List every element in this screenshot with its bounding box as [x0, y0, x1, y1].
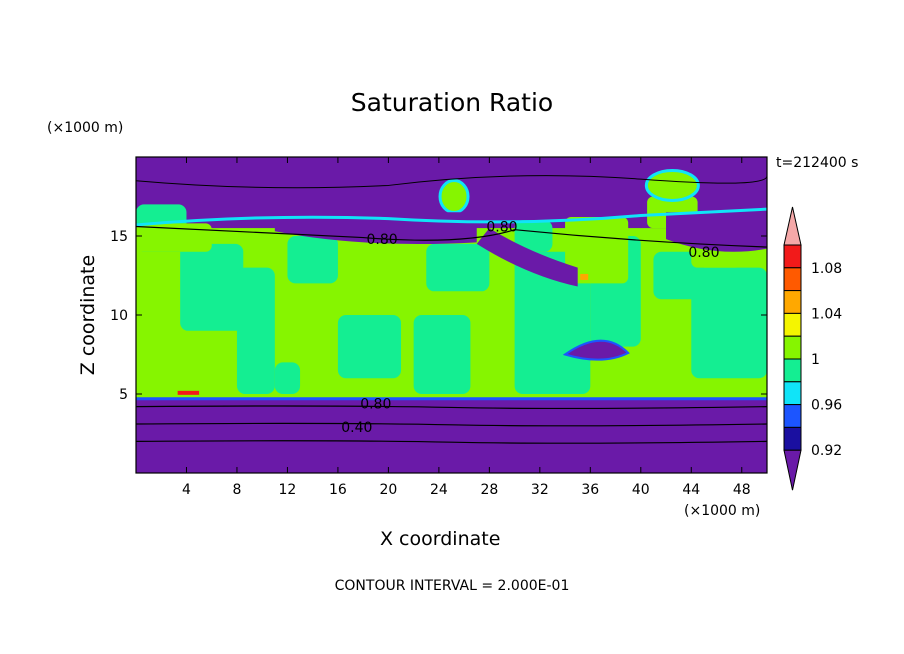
colorbar-box: [783, 312, 802, 337]
upper-cloud-blob: [644, 168, 700, 202]
subsaturated-patch: [514, 220, 553, 252]
y-tick-label: 15: [110, 229, 128, 245]
colorbar-box: [783, 267, 802, 292]
contour-labels: 0.80 0.80 0.80 0.80 0.40: [341, 220, 719, 437]
subsaturated-patch: [413, 315, 471, 394]
colorbar: 1.08 1.04 1 0.96 0.92: [783, 206, 842, 491]
subsaturated-patch: [337, 315, 402, 379]
contour-line: [135, 440, 768, 444]
colorbar-box: [783, 358, 802, 383]
x-tick-label: 24: [430, 482, 448, 498]
colorbar-box: [783, 426, 802, 451]
colorbar-label: 1: [811, 352, 820, 368]
x-tick-label: 48: [733, 482, 751, 498]
subsaturated-patch: [653, 251, 704, 300]
x-axis-multiplier: (×1000 m): [684, 503, 761, 519]
contour-line: [135, 422, 768, 427]
field-layer: [135, 157, 768, 473]
colorbar-box: [783, 381, 802, 406]
x-tick-label: 8: [232, 482, 241, 498]
colorbar-label: 1.04: [811, 306, 842, 322]
contour-line: [135, 175, 768, 189]
supersaturated-spot: [580, 273, 589, 280]
x-tick-label: 4: [182, 482, 191, 498]
contour-label: 0.40: [341, 420, 372, 436]
x-tick-label: 36: [581, 482, 599, 498]
colorbar-box: [783, 335, 802, 360]
y-axis-multiplier: (×1000 m): [47, 120, 124, 136]
subsaturated-patch: [274, 362, 301, 394]
contour-label: 0.80: [360, 396, 391, 412]
colorbar-label: 0.96: [811, 398, 842, 414]
supersaturated-spot: [177, 390, 200, 395]
contour-label: 0.80: [486, 220, 517, 236]
colorbar-bottom-arrow: [783, 449, 802, 491]
x-tick-label: 44: [682, 482, 700, 498]
contour-line: [135, 405, 768, 410]
contour-line: [135, 225, 768, 248]
colorbar-box: [783, 244, 802, 269]
dry-pocket: [562, 339, 630, 361]
x-tick-label: 32: [531, 482, 549, 498]
colorbar-box: [783, 290, 802, 314]
subsaturated-patch: [180, 243, 244, 331]
time-label: t=212400 s: [776, 155, 859, 171]
contour-label: 0.80: [688, 245, 719, 261]
x-tick-label: 20: [379, 482, 397, 498]
upper-cloud-blob: [438, 179, 470, 214]
y-tick-label: 10: [110, 308, 128, 324]
x-axis-label: X coordinate: [380, 528, 501, 550]
dry-intrusion: [666, 212, 767, 252]
subsaturated-patch: [691, 267, 767, 379]
x-tick-label: 16: [329, 482, 347, 498]
subsaturated-patch: [236, 267, 275, 394]
contour-label: 0.80: [367, 232, 398, 248]
colorbar-box: [783, 404, 802, 428]
contour-interval-note: CONTOUR INTERVAL = 2.000E-01: [334, 578, 570, 594]
x-tick-label: 28: [480, 482, 498, 498]
subsaturated-patch: [287, 236, 338, 284]
subsaturated-patch: [426, 243, 490, 292]
x-tick-label: 40: [632, 482, 650, 498]
dry-intrusion: [476, 228, 578, 287]
subsaturated-patch: [514, 251, 591, 394]
colorbar-label: 0.92: [811, 443, 842, 459]
x-tick-label: 12: [279, 482, 297, 498]
cloud-top: [136, 223, 212, 252]
chart-title: Saturation Ratio: [350, 88, 554, 117]
y-tick-label: 5: [119, 387, 128, 403]
contour-lines: [135, 175, 768, 444]
cloud-top-edge: [135, 207, 768, 227]
colorbar-label: 1.08: [811, 261, 842, 277]
colorbar-top-arrow: [783, 206, 802, 246]
cloud-top: [565, 217, 629, 284]
